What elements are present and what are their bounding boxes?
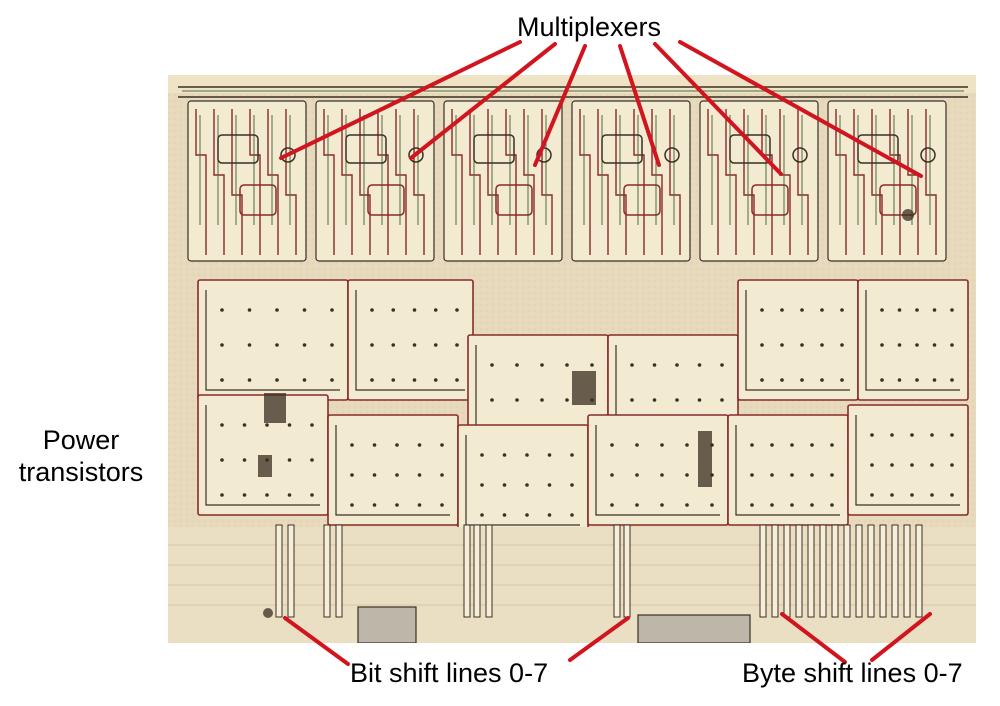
power-transistor-block	[327, 414, 459, 526]
multiplexer-cell	[187, 100, 307, 262]
power-label-line1: Power	[42, 425, 120, 455]
power-label-line2: transistors	[18, 457, 144, 487]
bit-shift-lines-label: Bit shift lines 0-7	[350, 658, 549, 688]
power-transistor-block	[847, 404, 969, 516]
byte-shift-lines-label: Byte shift lines 0-7	[742, 658, 963, 688]
power-transistors-label: Power transistors	[10, 424, 152, 488]
chip-die-photo	[168, 75, 976, 643]
multiplexer-cell	[571, 100, 691, 262]
power-transistor-area	[197, 279, 969, 536]
multiplexer-cell	[315, 100, 435, 262]
power-transistor-block	[197, 279, 349, 401]
multiplexers-label: Multiplexers	[517, 12, 662, 42]
power-transistor-block	[737, 279, 859, 401]
power-transistor-block	[857, 279, 969, 401]
shift-line-area	[168, 524, 976, 643]
power-transistor-block	[347, 279, 474, 401]
multiplexer-cell	[699, 100, 819, 262]
power-transistor-block	[587, 414, 729, 526]
multiplexer-cell	[443, 100, 563, 262]
multiplexer-cell	[827, 100, 947, 262]
power-transistor-block	[457, 424, 589, 536]
die-debris-marks	[258, 209, 914, 618]
power-transistor-block	[727, 414, 849, 526]
